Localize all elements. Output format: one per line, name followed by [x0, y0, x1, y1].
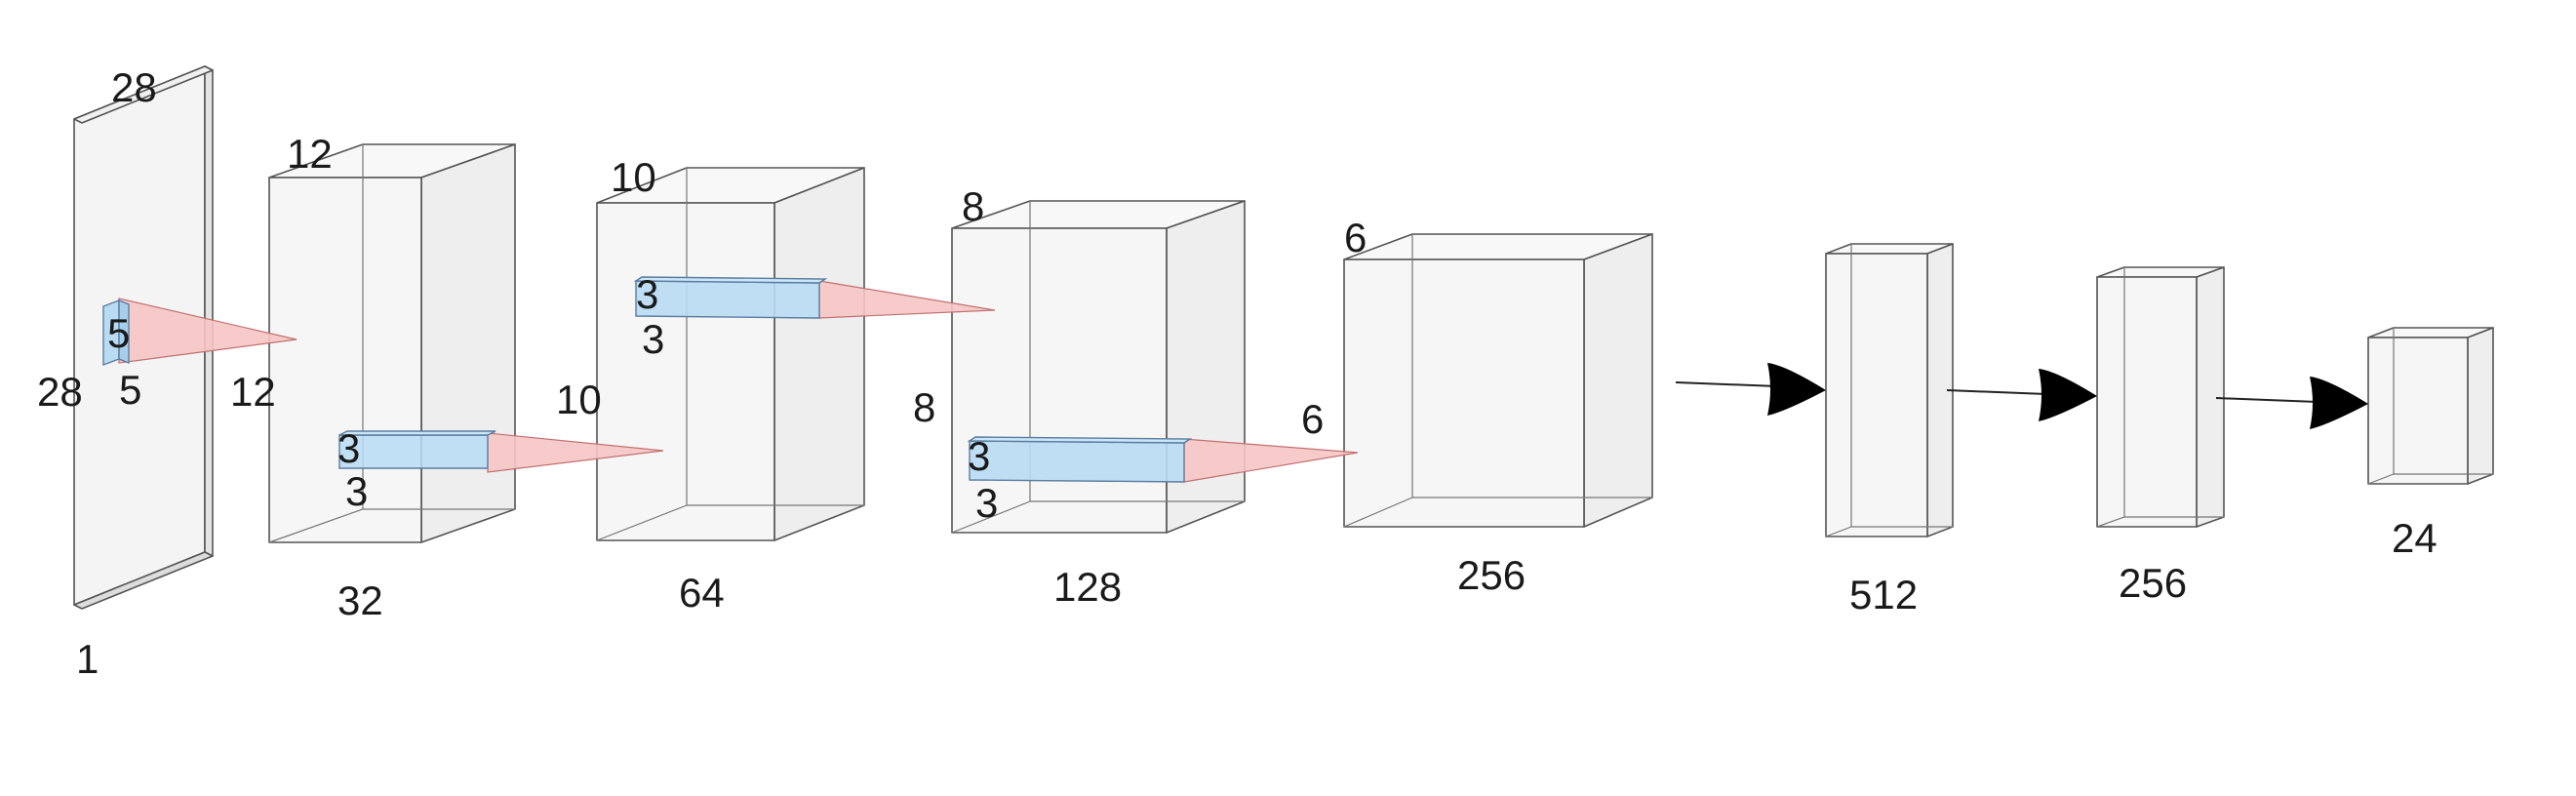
arrow-fc2-to-output — [2215, 377, 2368, 429]
conv3-channels-label: 128 — [1053, 564, 1122, 610]
conv4-side — [1583, 233, 1653, 528]
fc1-front — [1825, 253, 1928, 537]
kernel1-target-label: 12 — [230, 369, 276, 415]
arrow-head-2 — [2039, 369, 2097, 421]
kernel1-width-label: 5 — [119, 367, 141, 413]
input-layer-bottom — [73, 551, 214, 610]
kernel1-group — [102, 298, 297, 367]
kernel2-height-label: 3 — [337, 425, 360, 471]
arrow-conv4-to-fc1 — [1675, 363, 1826, 416]
input-layer-top — [73, 65, 214, 124]
conv4-layer-box — [1343, 233, 1653, 528]
kernel3-front — [635, 280, 820, 319]
conv3-size-label: 8 — [962, 183, 984, 229]
fc2-layer-box — [2096, 266, 2225, 528]
conv3-side-label: 8 — [913, 384, 935, 430]
kernel3-width-label: 3 — [642, 316, 664, 362]
output-units-label: 24 — [2392, 515, 2437, 561]
conv4-size-label: 6 — [1344, 215, 1367, 260]
kernel2-width-label: 3 — [345, 468, 368, 514]
arrow-head-3 — [2310, 377, 2368, 429]
conv1-layer-box — [268, 143, 516, 543]
arrow-head-1 — [1767, 363, 1826, 416]
kernel4-top — [967, 436, 1193, 444]
output-layer-box — [2367, 327, 2494, 485]
kernel2-target-label: 10 — [556, 377, 602, 422]
input-depth-label: 1 — [76, 636, 99, 682]
conv3-side — [1166, 200, 1246, 534]
fc2-units-label: 256 — [2119, 560, 2187, 606]
kernel3-top — [633, 276, 828, 284]
input-height-label: 28 — [37, 369, 83, 415]
conv1-side — [420, 143, 516, 543]
kernel1-side — [118, 298, 130, 365]
kernel3-height-label: 3 — [636, 271, 658, 317]
kernel4-height-label: 3 — [968, 433, 990, 479]
conv4-channels-label: 256 — [1457, 552, 1526, 598]
kernel4-front — [969, 440, 1185, 483]
input-layer-side — [204, 65, 214, 557]
output-side — [2467, 327, 2494, 485]
conv2-side — [773, 167, 865, 541]
conv2-front — [596, 202, 775, 541]
conv2-layer-box — [596, 167, 865, 541]
kernel3-group — [633, 276, 996, 319]
kernel4-group — [967, 436, 1359, 483]
kernel4-cone — [1183, 438, 1359, 483]
input-width-label: 28 — [111, 64, 157, 110]
kernel1-height-label: 5 — [107, 310, 130, 356]
fc1-units-label: 512 — [1849, 572, 1918, 617]
kernel2-top — [338, 430, 496, 436]
conv4-front — [1343, 259, 1585, 528]
kernel4-width-label: 3 — [975, 480, 998, 526]
conv2-size-label: 10 — [611, 154, 656, 200]
kernel4-target-label: 6 — [1301, 396, 1324, 442]
fc2-side — [2196, 266, 2225, 528]
kernel2-group — [338, 430, 664, 473]
kernel2-front — [338, 434, 489, 469]
output-front — [2367, 337, 2469, 485]
fc1-layer-box — [1825, 243, 1954, 537]
fc2-front — [2096, 276, 2198, 528]
conv2-channels-label: 64 — [679, 570, 725, 616]
conv1-size-label: 12 — [287, 131, 333, 177]
arrow-fc1-to-fc2 — [1946, 369, 2097, 421]
conv1-channels-label: 32 — [337, 577, 383, 623]
